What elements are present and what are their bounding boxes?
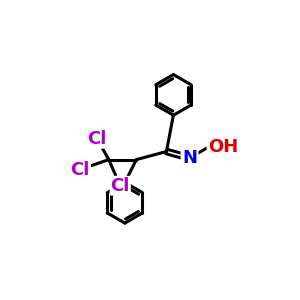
Text: OH: OH — [208, 138, 238, 156]
Text: N: N — [182, 149, 197, 167]
Text: Cl: Cl — [88, 130, 107, 148]
Text: Cl: Cl — [111, 177, 130, 195]
Text: Cl: Cl — [70, 160, 90, 178]
